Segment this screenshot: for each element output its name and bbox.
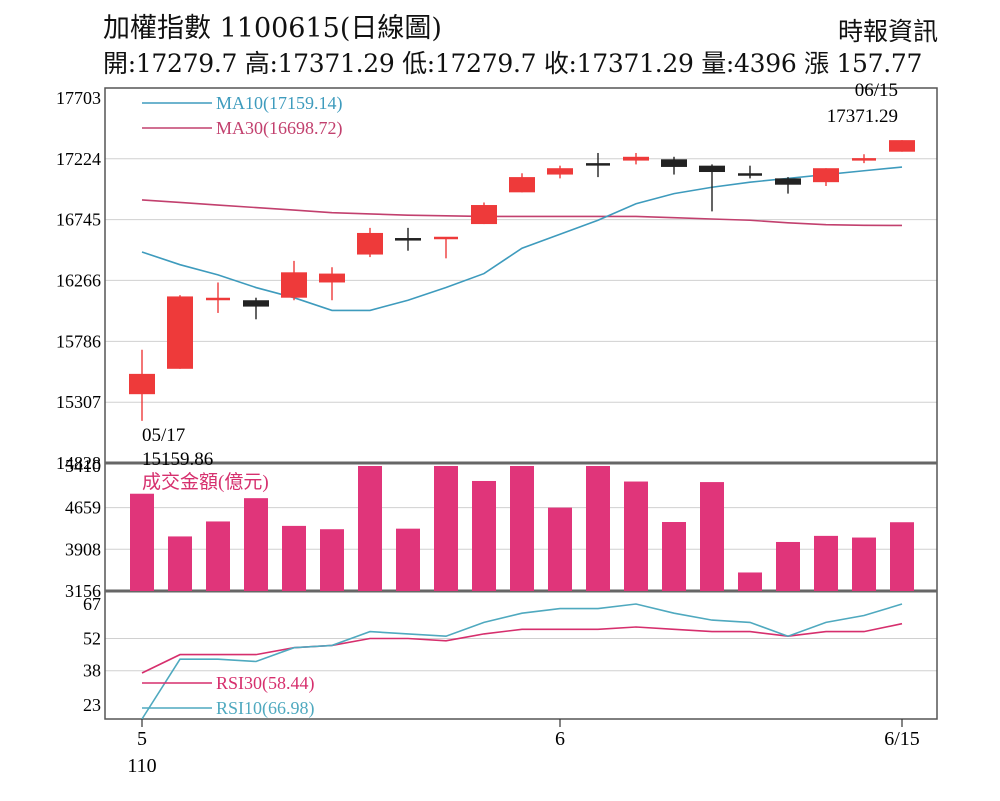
rsi30-line — [141, 622, 903, 674]
rsi30-legend: RSI30(58.44) — [216, 673, 315, 694]
high-date-label: 06/15 — [855, 80, 898, 101]
candle-body — [509, 177, 535, 193]
ma30-legend: MA30(16698.72) — [216, 118, 343, 139]
candle-body — [547, 168, 573, 175]
volume-bar — [472, 480, 496, 591]
ma30-line — [141, 199, 903, 227]
price-tick-label: 15307 — [56, 392, 101, 412]
price-tick-label: 16745 — [56, 210, 101, 230]
volume-bar — [852, 537, 876, 591]
rsi10-line — [141, 603, 903, 720]
volume-bar — [738, 572, 762, 591]
volume-bar — [358, 466, 382, 591]
price-tick-label: 16266 — [56, 270, 101, 290]
volume-bar — [890, 522, 914, 591]
price-tick-label: 15786 — [56, 331, 101, 351]
candle-body — [775, 178, 801, 185]
rsi-tick-label: 38 — [83, 661, 101, 681]
x-year-label: 110 — [127, 755, 156, 777]
volume-bar — [776, 541, 800, 591]
volume-bar — [700, 482, 724, 591]
volume-tick-label: 5410 — [65, 456, 101, 476]
chart-title: 加權指數 1100615(日線圖) — [103, 13, 442, 44]
volume-bar — [320, 529, 344, 591]
volume-title: 成交金額(億元) — [142, 471, 269, 493]
volume-bar — [168, 536, 192, 591]
volume-bar — [206, 521, 230, 591]
rsi-tick-label: 67 — [83, 594, 101, 614]
ma10-legend: MA10(17159.14) — [216, 93, 343, 114]
x-tick-label: 5 — [137, 728, 147, 750]
volume-bar — [282, 525, 306, 591]
candle-body — [395, 238, 421, 241]
low-date-label: 05/17 — [142, 425, 185, 446]
rsi-tick-label: 23 — [83, 695, 101, 715]
volume-bar — [434, 466, 458, 591]
candle-body — [813, 168, 839, 183]
candle-body — [281, 272, 307, 298]
volume-bar — [662, 522, 686, 591]
candle-body — [623, 156, 649, 161]
high-value-label: 17371.29 — [827, 106, 898, 127]
price-tick-label: 17224 — [56, 149, 101, 169]
candle-body — [357, 232, 383, 255]
volume-tick-label: 3908 — [65, 539, 101, 559]
rsi-tick-label: 52 — [83, 629, 101, 649]
price-tick-label: 14828 — [56, 453, 101, 473]
volume-bar — [244, 498, 268, 591]
x-tick-label: 6 — [555, 728, 565, 750]
candle-body — [661, 159, 687, 167]
volume-tick-label: 4659 — [65, 498, 101, 518]
candle-body — [471, 205, 497, 225]
volume-bar — [586, 466, 610, 591]
rsi10-legend: RSI10(66.98) — [216, 698, 315, 719]
price-tick-label: 17703 — [56, 88, 101, 108]
volume-bar — [130, 493, 154, 591]
candle-body — [167, 296, 193, 369]
price-summary: 開:17279.7 高:17371.29 低:17279.7 收:17371.2… — [103, 49, 923, 78]
candle-body — [129, 373, 155, 395]
candle-body — [243, 300, 269, 307]
data-source: 時報資訊 — [837, 17, 938, 46]
volume-bar — [548, 507, 572, 591]
volume-bar — [396, 528, 420, 591]
candle-body — [889, 140, 915, 152]
volume-bar — [624, 481, 648, 591]
candle-body — [319, 273, 345, 283]
chart-frame — [104, 87, 938, 720]
low-value-label: 15159.86 — [142, 449, 213, 470]
volume-bar — [510, 466, 534, 591]
volume-bar — [814, 535, 838, 591]
volume-tick-label: 3156 — [65, 581, 101, 601]
x-tick-label: 6/15 — [884, 728, 920, 750]
candle-body — [699, 165, 725, 173]
